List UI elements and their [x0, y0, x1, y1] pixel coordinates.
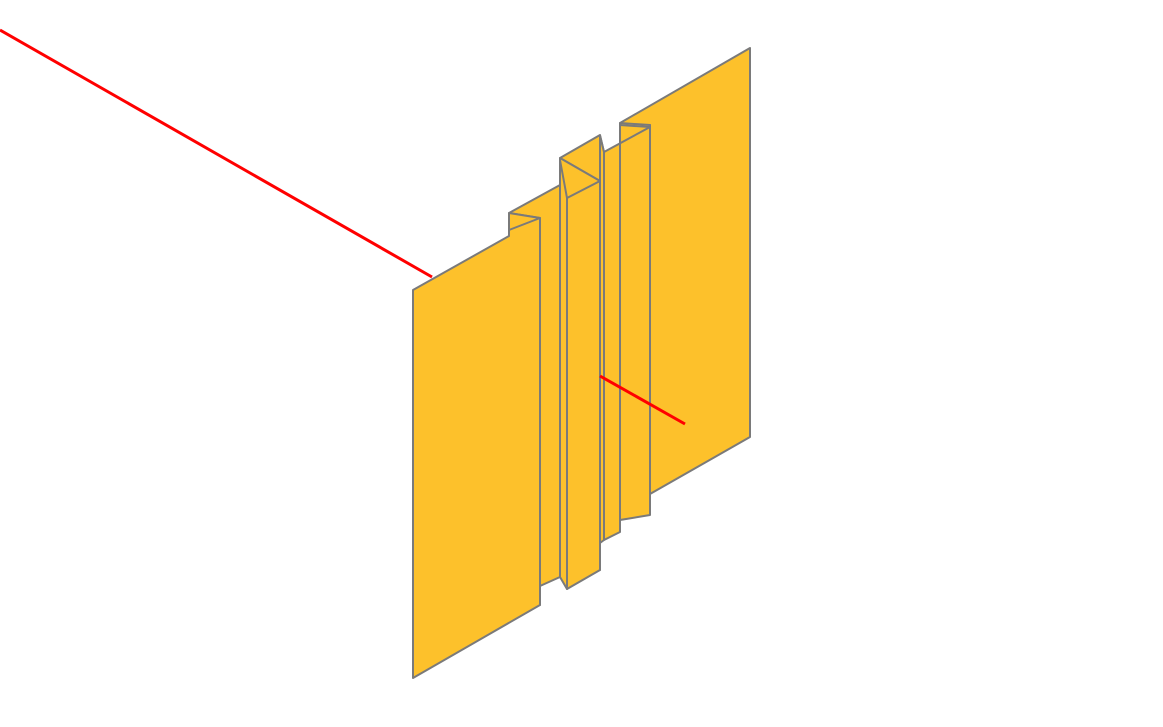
outgoing-ray	[599, 374, 686, 426]
center-fold	[559, 134, 605, 590]
rear-plate	[603, 47, 751, 541]
front-plate	[412, 217, 541, 679]
incoming-ray	[0, 28, 433, 279]
